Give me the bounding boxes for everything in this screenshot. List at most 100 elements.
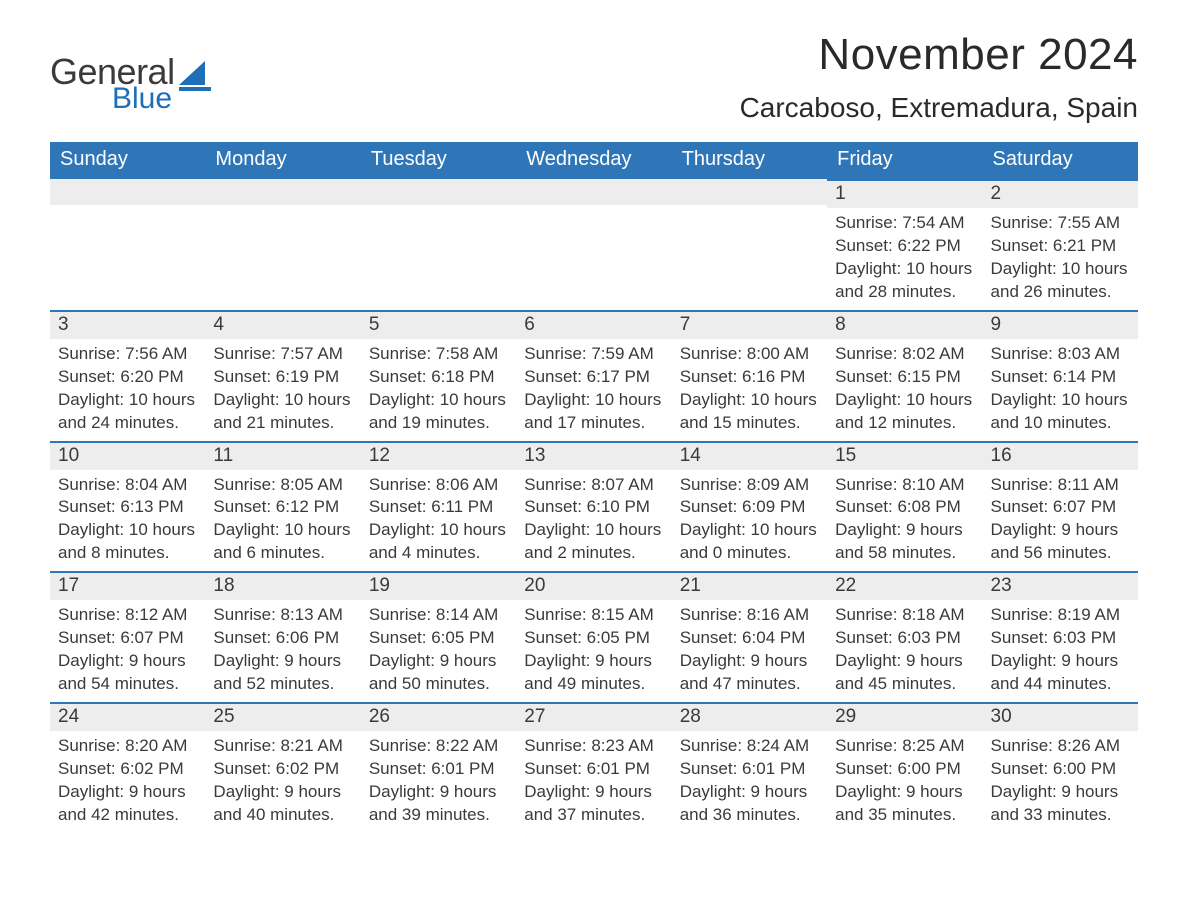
sunrise-text: Sunrise: 7:54 AM	[835, 212, 974, 235]
daylight-text: Daylight: 10 hours and 19 minutes.	[369, 389, 508, 435]
sunset-text: Sunset: 6:00 PM	[835, 758, 974, 781]
sunrise-text: Sunrise: 8:24 AM	[680, 735, 819, 758]
sunrise-text: Sunrise: 8:03 AM	[991, 343, 1130, 366]
empty-day-bar	[361, 179, 516, 205]
day-details: Sunrise: 7:54 AMSunset: 6:22 PMDaylight:…	[827, 208, 982, 310]
calendar-empty-cell	[516, 179, 671, 310]
sunset-text: Sunset: 6:18 PM	[369, 366, 508, 389]
weekday-header: Tuesday	[361, 142, 516, 179]
day-details: Sunrise: 8:07 AMSunset: 6:10 PMDaylight:…	[516, 470, 671, 572]
sunrise-text: Sunrise: 8:20 AM	[58, 735, 197, 758]
calendar-day-cell: 29Sunrise: 8:25 AMSunset: 6:00 PMDayligh…	[827, 702, 982, 833]
day-number: 30	[983, 702, 1138, 731]
sunrise-text: Sunrise: 8:16 AM	[680, 604, 819, 627]
weekday-header-row: SundayMondayTuesdayWednesdayThursdayFrid…	[50, 142, 1138, 179]
sunrise-text: Sunrise: 8:21 AM	[213, 735, 352, 758]
logo-text: General Blue	[50, 55, 175, 114]
day-details: Sunrise: 8:19 AMSunset: 6:03 PMDaylight:…	[983, 600, 1138, 702]
day-details: Sunrise: 8:11 AMSunset: 6:07 PMDaylight:…	[983, 470, 1138, 572]
sunset-text: Sunset: 6:20 PM	[58, 366, 197, 389]
calendar-empty-cell	[205, 179, 360, 310]
day-number: 28	[672, 702, 827, 731]
daylight-text: Daylight: 10 hours and 17 minutes.	[524, 389, 663, 435]
calendar-day-cell: 13Sunrise: 8:07 AMSunset: 6:10 PMDayligh…	[516, 441, 671, 572]
sunset-text: Sunset: 6:03 PM	[991, 627, 1130, 650]
sunset-text: Sunset: 6:10 PM	[524, 496, 663, 519]
calendar-day-cell: 26Sunrise: 8:22 AMSunset: 6:01 PMDayligh…	[361, 702, 516, 833]
calendar-day-cell: 8Sunrise: 8:02 AMSunset: 6:15 PMDaylight…	[827, 310, 982, 441]
day-number: 20	[516, 571, 671, 600]
sunset-text: Sunset: 6:14 PM	[991, 366, 1130, 389]
day-details: Sunrise: 8:13 AMSunset: 6:06 PMDaylight:…	[205, 600, 360, 702]
day-number: 26	[361, 702, 516, 731]
day-details: Sunrise: 8:03 AMSunset: 6:14 PMDaylight:…	[983, 339, 1138, 441]
sunset-text: Sunset: 6:07 PM	[58, 627, 197, 650]
daylight-text: Daylight: 9 hours and 58 minutes.	[835, 519, 974, 565]
day-number: 8	[827, 310, 982, 339]
day-number: 18	[205, 571, 360, 600]
calendar-day-cell: 30Sunrise: 8:26 AMSunset: 6:00 PMDayligh…	[983, 702, 1138, 833]
sunrise-text: Sunrise: 8:02 AM	[835, 343, 974, 366]
calendar-day-cell: 11Sunrise: 8:05 AMSunset: 6:12 PMDayligh…	[205, 441, 360, 572]
sunset-text: Sunset: 6:21 PM	[991, 235, 1130, 258]
sunrise-text: Sunrise: 8:18 AM	[835, 604, 974, 627]
weekday-header: Saturday	[983, 142, 1138, 179]
day-number: 23	[983, 571, 1138, 600]
day-number: 2	[983, 179, 1138, 208]
sunset-text: Sunset: 6:08 PM	[835, 496, 974, 519]
calendar-week-row: 17Sunrise: 8:12 AMSunset: 6:07 PMDayligh…	[50, 571, 1138, 702]
sunset-text: Sunset: 6:03 PM	[835, 627, 974, 650]
day-details: Sunrise: 8:15 AMSunset: 6:05 PMDaylight:…	[516, 600, 671, 702]
location-title: Carcaboso, Extremadura, Spain	[740, 92, 1138, 124]
sunrise-text: Sunrise: 8:10 AM	[835, 474, 974, 497]
day-number: 29	[827, 702, 982, 731]
daylight-text: Daylight: 10 hours and 0 minutes.	[680, 519, 819, 565]
sunset-text: Sunset: 6:05 PM	[524, 627, 663, 650]
sunset-text: Sunset: 6:00 PM	[991, 758, 1130, 781]
day-number: 10	[50, 441, 205, 470]
calendar-day-cell: 1Sunrise: 7:54 AMSunset: 6:22 PMDaylight…	[827, 179, 982, 310]
sunrise-text: Sunrise: 8:22 AM	[369, 735, 508, 758]
weekday-header: Sunday	[50, 142, 205, 179]
day-details: Sunrise: 8:10 AMSunset: 6:08 PMDaylight:…	[827, 470, 982, 572]
calendar-day-cell: 2Sunrise: 7:55 AMSunset: 6:21 PMDaylight…	[983, 179, 1138, 310]
day-number: 17	[50, 571, 205, 600]
day-details: Sunrise: 8:23 AMSunset: 6:01 PMDaylight:…	[516, 731, 671, 833]
day-number: 13	[516, 441, 671, 470]
day-number: 12	[361, 441, 516, 470]
day-number: 19	[361, 571, 516, 600]
sunset-text: Sunset: 6:07 PM	[991, 496, 1130, 519]
calendar-day-cell: 7Sunrise: 8:00 AMSunset: 6:16 PMDaylight…	[672, 310, 827, 441]
sunrise-text: Sunrise: 8:19 AM	[991, 604, 1130, 627]
sunrise-text: Sunrise: 8:11 AM	[991, 474, 1130, 497]
day-details: Sunrise: 8:00 AMSunset: 6:16 PMDaylight:…	[672, 339, 827, 441]
daylight-text: Daylight: 10 hours and 28 minutes.	[835, 258, 974, 304]
calendar-day-cell: 10Sunrise: 8:04 AMSunset: 6:13 PMDayligh…	[50, 441, 205, 572]
daylight-text: Daylight: 10 hours and 2 minutes.	[524, 519, 663, 565]
sunrise-text: Sunrise: 7:58 AM	[369, 343, 508, 366]
empty-day-bar	[672, 179, 827, 205]
sunset-text: Sunset: 6:12 PM	[213, 496, 352, 519]
calendar-day-cell: 18Sunrise: 8:13 AMSunset: 6:06 PMDayligh…	[205, 571, 360, 702]
sunrise-text: Sunrise: 8:23 AM	[524, 735, 663, 758]
day-number: 3	[50, 310, 205, 339]
sunset-text: Sunset: 6:16 PM	[680, 366, 819, 389]
sunset-text: Sunset: 6:01 PM	[369, 758, 508, 781]
sunset-text: Sunset: 6:09 PM	[680, 496, 819, 519]
calendar-day-cell: 9Sunrise: 8:03 AMSunset: 6:14 PMDaylight…	[983, 310, 1138, 441]
daylight-text: Daylight: 10 hours and 10 minutes.	[991, 389, 1130, 435]
calendar-day-cell: 25Sunrise: 8:21 AMSunset: 6:02 PMDayligh…	[205, 702, 360, 833]
sunrise-text: Sunrise: 7:56 AM	[58, 343, 197, 366]
day-details: Sunrise: 8:12 AMSunset: 6:07 PMDaylight:…	[50, 600, 205, 702]
calendar-day-cell: 27Sunrise: 8:23 AMSunset: 6:01 PMDayligh…	[516, 702, 671, 833]
daylight-text: Daylight: 10 hours and 4 minutes.	[369, 519, 508, 565]
sunrise-text: Sunrise: 8:09 AM	[680, 474, 819, 497]
sunset-text: Sunset: 6:02 PM	[58, 758, 197, 781]
header: General Blue November 2024 Carcaboso, Ex…	[50, 30, 1138, 124]
calendar-day-cell: 6Sunrise: 7:59 AMSunset: 6:17 PMDaylight…	[516, 310, 671, 441]
sunset-text: Sunset: 6:02 PM	[213, 758, 352, 781]
sunrise-text: Sunrise: 8:04 AM	[58, 474, 197, 497]
daylight-text: Daylight: 10 hours and 24 minutes.	[58, 389, 197, 435]
sunset-text: Sunset: 6:22 PM	[835, 235, 974, 258]
day-details: Sunrise: 8:06 AMSunset: 6:11 PMDaylight:…	[361, 470, 516, 572]
